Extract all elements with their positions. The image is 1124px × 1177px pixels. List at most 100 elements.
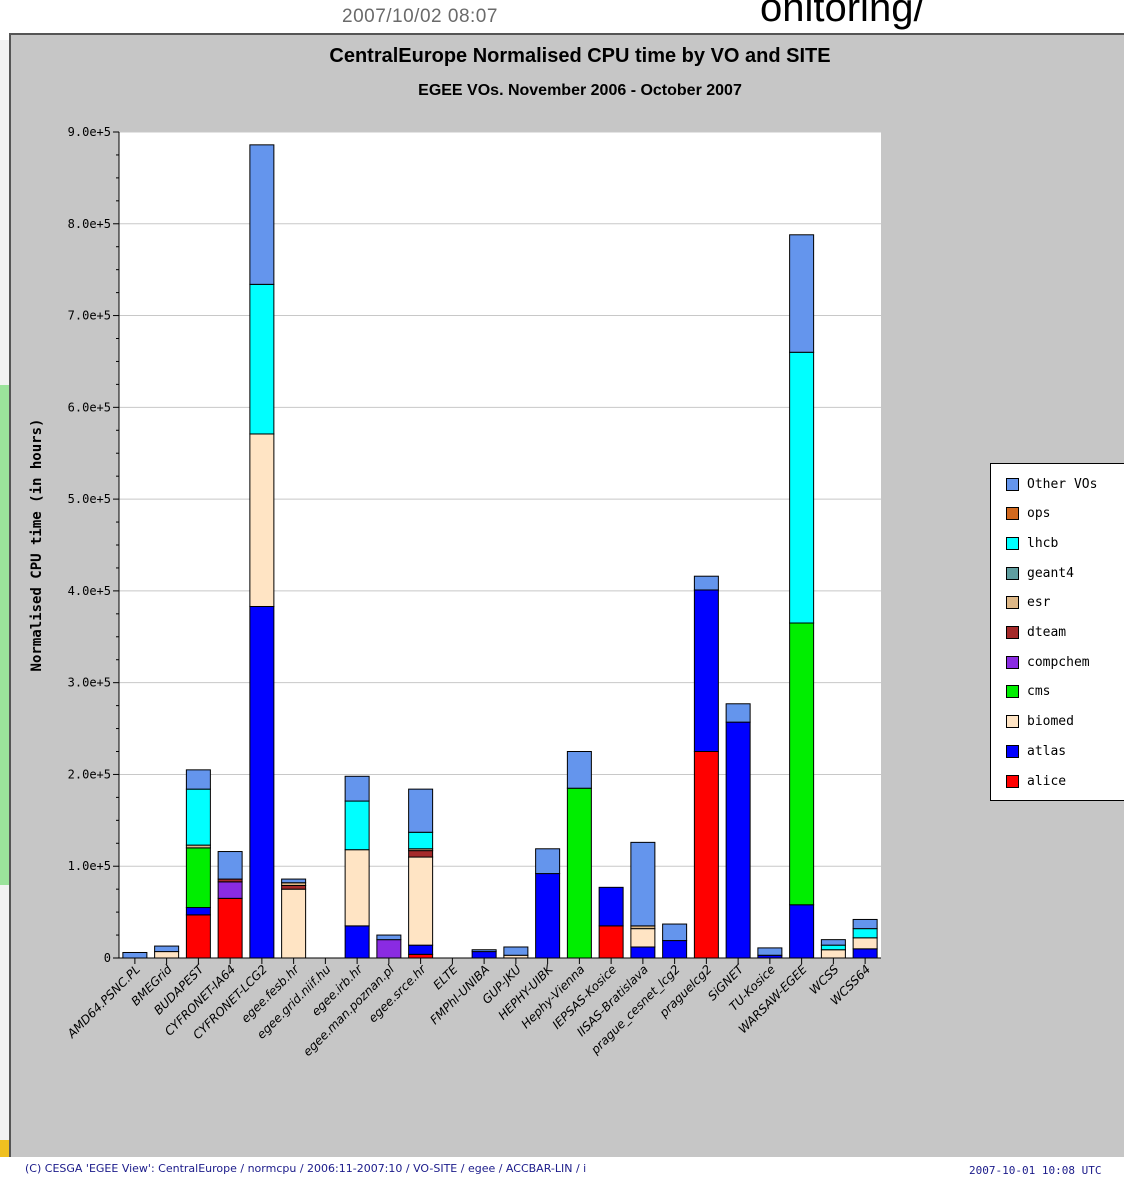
legend-label: lhcb [1027,535,1059,551]
legend-item: geant4 [1006,563,1074,583]
bar-segment-atlas [408,944,434,955]
legend-swatch [1006,626,1019,639]
slide-yellow-marker [0,1140,9,1157]
bar-segment-other-vos [122,951,148,959]
legend-swatch [1006,477,1019,491]
chart-panel: CentralEurope Normalised CPU time by VO … [9,33,1124,1177]
y-tick-label: 3.0e+5 [68,676,111,690]
legend-swatch [1006,566,1019,580]
legend-item: Other VOs [1006,474,1097,494]
bar-segment-alice [408,953,434,959]
bar-segment-biomed [344,849,370,927]
bar-segment-other-vos [789,234,815,353]
y-tick-label: 1.0e+5 [68,859,111,873]
bar-segment-other-vos [820,939,846,946]
bar-segment-cms [789,622,815,906]
slide-timestamp: 2007/10/02 08:07 [342,6,498,27]
bar-segment-lhcb [408,831,434,850]
bar-segment-other-vos [408,788,434,833]
legend-item: atlas [1006,741,1066,761]
legend-swatch [1006,744,1019,758]
bar-segment-alice [185,914,211,959]
y-tick-label: 0 [104,951,111,965]
bar-segment-atlas [693,589,719,753]
bar-segment-other-vos [217,851,243,880]
slide-green-band [0,385,9,885]
bar-segment-other-vos [725,703,751,723]
bar-segment-biomed [852,937,878,950]
bar-segment-lhcb [852,928,878,939]
bar-segment-atlas [789,904,815,959]
chart-svg: 0 1.0e+5 2.0e+5 3.0e+5 4.0e+5 5.0e+5 6.0e+5 7.0… [29,125,881,1059]
legend-item: dteam [1006,623,1066,643]
legend-item: alice [1006,771,1066,791]
bar-segment-cms [185,847,211,909]
bar-segment-other-vos [249,144,275,285]
bar-segment-biomed [820,949,846,959]
legend-swatch [1006,715,1019,729]
bar-segment-compchem [217,881,243,899]
bar-segment-atlas [662,940,688,959]
bar-segment-other-vos [376,934,402,941]
bar-segment-lhcb [185,788,211,846]
bar-segment-other-vos [662,923,688,942]
footer-timestamp: 2007-10-01 10:08 UTC [969,1164,1102,1177]
legend-item: ops [1006,504,1050,524]
legend-swatch [1006,655,1019,669]
bar-segment-other-vos [852,918,878,930]
bar-segment-biomed [408,856,434,946]
bar-segment-atlas [249,605,275,959]
bar-segment-biomed [154,951,180,959]
legend-item: esr [1006,593,1050,613]
y-tick-label: 9.0e+5 [68,125,111,139]
footer-source: (C) CESGA 'EGEE View': CentralEurope / n… [25,1162,587,1175]
bar-segment-other-vos [693,575,719,591]
bar-segment-atlas [535,873,561,959]
bar-segment-other-vos [630,841,656,927]
y-tick-label: 2.0e+5 [68,767,111,781]
bar-segment-lhcb [789,351,815,624]
bar-segment-atlas [598,886,624,927]
bar-segment-other-vos [185,769,211,790]
bar-segment-lhcb [820,944,846,951]
bar-segment-other-vos [535,848,561,875]
bar-segment-dteam [408,850,434,858]
legend-swatch [1006,507,1019,521]
bar-segment-biomed [281,888,307,959]
bar-segment-biomed [249,433,275,607]
y-tick-label: 5.0e+5 [68,492,111,506]
y-tick-label: 4.0e+5 [68,584,111,598]
legend-label: cms [1027,684,1051,700]
bar-segment-cms [566,787,592,959]
legend-swatch [1006,774,1019,788]
chart-subtitle: EGEE VOs. November 2006 - October 2007 [418,82,742,99]
y-tick-label: 7.0e+5 [68,309,111,323]
legend-label: biomed [1027,714,1074,730]
plot-area [119,132,881,958]
legend-label: atlas [1027,743,1067,759]
legend-label: Other VOs [1027,476,1098,492]
bar-segment-lhcb [249,283,275,435]
y-tick-label: 8.0e+5 [68,217,111,231]
legend-swatch [1006,596,1019,610]
bar-segment-other-vos [471,949,497,953]
bar-segment-other-vos [154,945,180,953]
slide-heading-fragment: onitoring/ [760,0,925,30]
legend-label: ops [1027,506,1051,522]
legend-item: cms [1006,682,1050,702]
bar-segment-atlas [344,925,370,959]
y-tick-label: 6.0e+5 [68,400,111,414]
legend-label: esr [1027,595,1051,611]
legend-item: compchem [1006,652,1090,672]
bar-segment-alice [598,925,624,959]
chart-legend: Other VOs ops lhcb geant4 esr dteam compchem cm… [990,463,1124,801]
legend-item: biomed [1006,712,1074,732]
legend-item: lhcb [1006,533,1058,553]
legend-label: dteam [1027,625,1067,640]
bar-segment-atlas [471,951,497,959]
legend-label: compchem [1027,654,1090,670]
bar-segment-biomed [630,928,656,948]
bar-segment-other-vos [503,946,529,956]
bar-segment-atlas [852,948,878,959]
bar-segment-atlas [185,907,211,916]
